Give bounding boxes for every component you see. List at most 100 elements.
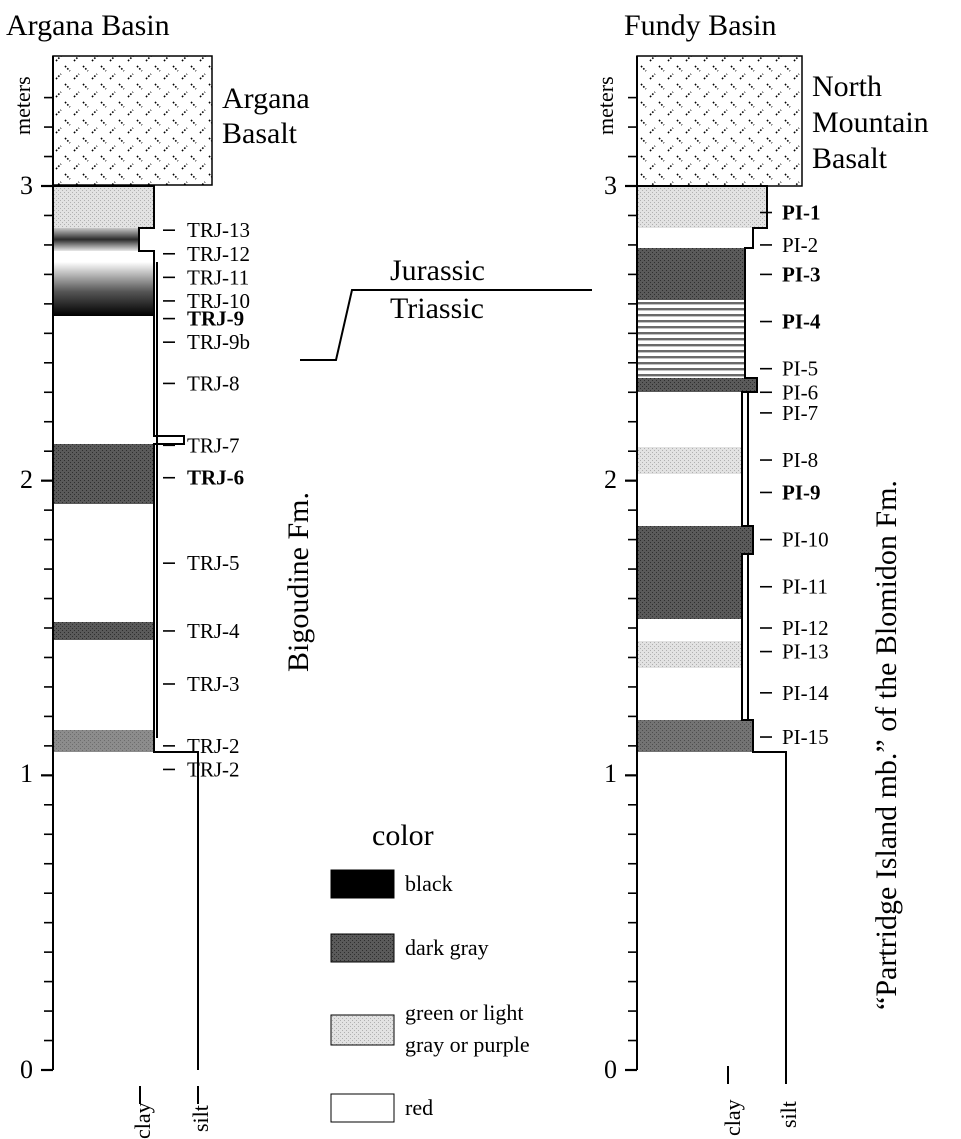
argana-basalt-unit [52,55,213,186]
argana-sample-label-10: TRJ-4 [187,619,240,643]
argana-title: Argana Basin [6,9,170,42]
argana-clay-label: clay [130,1102,155,1139]
argana-sample-label-7: TRJ-7 [187,433,240,457]
fundy-sample-label-10: PI-11 [782,575,828,599]
fundy-band-darkgray-3 [637,526,753,554]
argana-tick-label-1: 1 [20,759,33,788]
argana-sample-label-9: TRJ-5 [187,551,240,575]
fundy-column: Fundy Basin meters North Mountain Basalt… [593,9,929,1136]
argana-band-gray-bottom [53,730,154,752]
fundy-samples: PI-1 PI-2 PI-3 PI-4 PI-5PI-6PI-7 PI-8 PI-9 PI-1… [760,201,829,749]
argana-basalt-label-1: Argana [222,82,310,115]
fundy-stripe-9 [637,356,745,359]
fundy-stripe-1 [637,308,745,311]
fundy-stripe-6 [637,338,745,341]
fundy-sample-label-7: PI-8 [782,448,818,472]
fundy-stripe-4 [637,326,745,329]
fundy-stripe-12 [637,374,745,377]
argana-tick-label-3: 3 [20,171,33,200]
fundy-stripe-10 [637,362,745,365]
argana-tick-label-0: 0 [20,1055,33,1084]
argana-sample-label-0: TRJ-13 [187,218,250,242]
legend-label-light-2: gray or purple [405,1032,530,1057]
fundy-sample-label-12: PI-13 [782,640,829,664]
fundy-band-darkgray-5 [637,720,753,752]
fundy-clay-label: clay [720,1099,745,1136]
fundy-stripe-2 [637,314,745,317]
fundy-sample-label-5: PI-6 [782,380,818,404]
legend-swatch-dark-gray [330,933,395,963]
argana-basalt-label-2: Basalt [222,117,298,150]
argana-ticks [41,96,53,1072]
fundy-formation-label: “Partridge Island mb.” of the Blomidon F… [870,480,903,1010]
fundy-sample-label-13: PI-14 [782,681,829,705]
fundy-title: Fundy Basin [624,9,777,42]
legend-label-dark-gray: dark gray [405,935,489,960]
argana-sample-label-3: TRJ-10 [187,289,250,313]
legend-swatch-light [330,1014,395,1046]
fundy-stripe-3 [637,320,745,323]
fundy-tick-label-0: 0 [604,1055,617,1084]
argana-column: Argana Basin meters Argana Basalt 3 2 1 … [6,9,315,1139]
legend-swatch-black [330,869,395,899]
fundy-basalt-label-2: Mountain [812,106,929,139]
argana-band-darkgray-2 [53,622,154,640]
fundy-sample-label-2: PI-3 [782,262,821,286]
fundy-tick-label-2: 2 [604,465,617,494]
argana-sample-label-6: TRJ-8 [187,371,240,395]
fundy-band-darkgray-4 [637,554,742,619]
argana-band-light-top [53,186,154,228]
argana-sample-label-5: TRJ-9b [187,330,250,354]
fundy-ticks [625,96,637,1072]
fundy-basalt-label-3: Basalt [812,142,888,175]
fundy-band-darkgray-1 [637,248,745,300]
jurassic-triassic-boundary: Jurassic Triassic [300,254,592,361]
fundy-sample-label-11: PI-12 [782,616,829,640]
legend-title: color [372,819,434,852]
fundy-stripe-11 [637,368,745,371]
argana-sample-label-13: TRJ-2 [187,757,240,781]
argana-tick-label-2: 2 [20,465,33,494]
fundy-stripe-7 [637,344,745,347]
legend-label-red: red [405,1095,433,1120]
legend-swatch-red [330,1093,395,1123]
fundy-band-light-top [637,186,767,228]
argana-units-label: meters [10,76,35,135]
fundy-tick-label-3: 3 [604,171,617,200]
fundy-sample-label-3: PI-4 [782,310,821,334]
legend-label-black: black [405,871,453,896]
fundy-stripe-0 [637,302,745,305]
argana-silt-label: silt [188,1105,213,1132]
fundy-sample-label-9: PI-10 [782,528,829,552]
boundary-label-jurassic: Jurassic [390,254,485,287]
fundy-band-darkgray-2 [637,378,757,392]
argana-band-black [53,262,154,316]
fundy-grain-profile [637,185,787,1070]
fundy-band-light-2 [637,447,742,474]
fundy-silt-label: silt [776,1101,801,1128]
fundy-sample-label-0: PI-1 [782,201,821,225]
fundy-basalt-label-1: North [812,70,882,103]
fundy-sample-label-4: PI-5 [782,357,818,381]
fundy-sample-label-1: PI-2 [782,233,818,257]
argana-sample-label-11: TRJ-3 [187,672,240,696]
fundy-sample-label-6: PI-7 [782,401,818,425]
legend-label-light-1: green or light [405,1000,524,1025]
argana-sample-label-1: TRJ-12 [187,242,250,266]
argana-band-graded [53,228,139,251]
fundy-stripe-8 [637,350,745,353]
fundy-tick-label-1: 1 [604,759,617,788]
argana-sample-label-2: TRJ-11 [187,265,249,289]
fundy-stripe-5 [637,332,745,335]
argana-sample-label-8: TRJ-6 [187,466,244,490]
boundary-label-triassic: Triassic [390,292,484,325]
fundy-band-light-3 [637,641,742,668]
fundy-basalt-unit [636,55,803,187]
boundary-line [300,289,592,361]
fundy-sample-label-14: PI-15 [782,725,829,749]
argana-band-darkgray-1 [53,444,154,504]
argana-formation-label: Bigoudine Fm. [282,492,315,672]
argana-sample-label-12: TRJ-2 [187,734,240,758]
